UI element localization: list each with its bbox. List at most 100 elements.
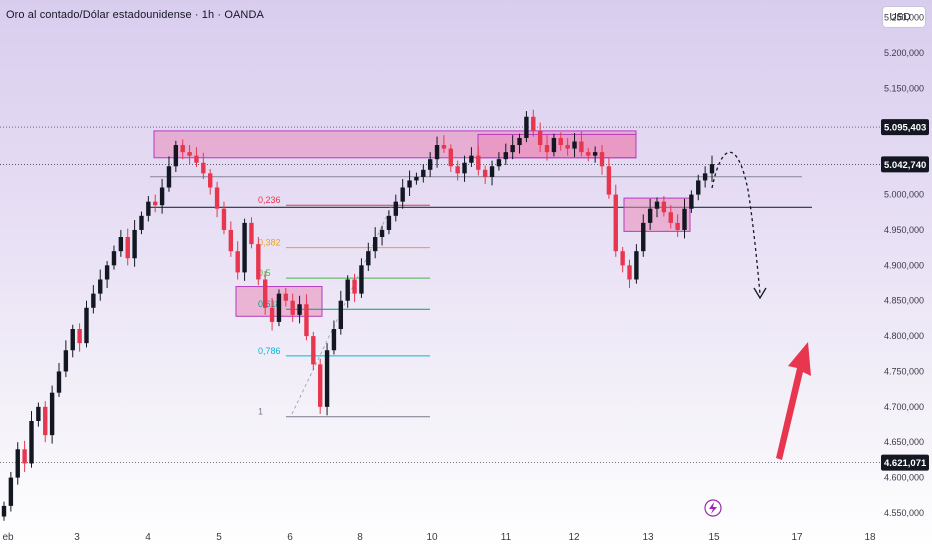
date-tick-label: 10 xyxy=(426,532,438,543)
date-tick-label: eb xyxy=(2,532,14,543)
chart-title: Oro al contado/Dólar estadounidense · 1h… xyxy=(6,9,264,21)
projection-arrowhead xyxy=(753,287,767,300)
candle-body xyxy=(641,222,646,252)
price-tick-label: 4.800,000 xyxy=(884,331,924,341)
candle-body xyxy=(359,265,364,294)
grid-layer xyxy=(0,126,880,464)
candle-body xyxy=(242,222,247,273)
candle-body xyxy=(393,201,399,216)
date-tick-label: 15 xyxy=(708,532,720,543)
candle-body xyxy=(317,364,323,407)
candle-body xyxy=(407,180,412,188)
candle-body xyxy=(647,208,653,223)
candle-body xyxy=(221,208,227,230)
candle-body xyxy=(194,155,199,163)
price-tag xyxy=(881,156,929,173)
candle-body xyxy=(324,350,330,407)
candle-body xyxy=(311,336,316,365)
candle-body xyxy=(682,208,687,230)
candle-body xyxy=(338,300,344,330)
candle-body xyxy=(565,145,570,149)
candle-body xyxy=(77,329,82,344)
candle-body xyxy=(187,152,192,156)
candle-body xyxy=(572,141,577,149)
lightning-icon[interactable] xyxy=(704,499,722,517)
candle-body xyxy=(345,279,350,301)
price-tick-label: 5.150,000 xyxy=(884,83,924,93)
date-tick-label: 18 xyxy=(864,532,876,543)
price-tick-label: 4.550,000 xyxy=(884,508,924,518)
candle-body xyxy=(386,215,392,230)
red-up-arrow xyxy=(776,342,811,460)
candle-body xyxy=(627,265,632,280)
candle-body xyxy=(661,201,667,213)
candle-body xyxy=(1,505,7,517)
price-tag xyxy=(881,119,929,136)
candle-body xyxy=(414,176,419,181)
candle-body xyxy=(689,194,694,209)
currency-button[interactable]: USD xyxy=(882,6,926,28)
candle-body xyxy=(304,304,309,337)
price-tag-label: 5.042,740 xyxy=(884,160,926,171)
price-tick-label: 5.000,000 xyxy=(884,190,924,200)
candle-body xyxy=(214,187,220,209)
candle-body xyxy=(606,166,612,195)
candle-body xyxy=(592,152,598,156)
candle-body xyxy=(668,212,673,223)
candle-body xyxy=(366,251,371,266)
candle-body xyxy=(441,145,447,149)
candle-body xyxy=(132,229,137,259)
candles xyxy=(1,109,715,521)
date-tick-label: 5 xyxy=(216,532,222,543)
date-tick-label: 6 xyxy=(287,532,293,543)
price-tick-label: 4.700,000 xyxy=(884,402,924,412)
price-tag-label: 5.095,403 xyxy=(884,123,926,134)
fib-level-label: 0,618 xyxy=(258,299,281,309)
candle-body xyxy=(256,244,261,280)
date-tick-label: 8 xyxy=(357,532,363,543)
candle-body xyxy=(56,371,62,393)
date-tick-label: 12 xyxy=(568,532,580,543)
candle-body xyxy=(482,169,488,177)
axes: 5.250,000 5.200,000 5.150,000 5.000,000 4.95… xyxy=(2,13,929,543)
candle-body xyxy=(180,145,185,153)
candle-body xyxy=(613,194,618,252)
candle-body xyxy=(448,148,453,167)
price-tick-label: 5.200,000 xyxy=(884,48,924,58)
candle-body xyxy=(15,449,20,478)
supply-zone-top-right xyxy=(477,133,637,159)
fib-level-label: 0,236 xyxy=(258,195,281,205)
candle-body xyxy=(517,137,522,146)
candle-body xyxy=(462,162,467,174)
candle-body xyxy=(469,155,474,163)
candle-body xyxy=(104,265,110,280)
candle-body xyxy=(36,406,41,421)
candle-body xyxy=(125,237,130,259)
date-tick-label: 11 xyxy=(501,532,512,543)
candle-body xyxy=(558,137,563,146)
price-tick-label: 4.650,000 xyxy=(884,437,924,447)
candle-body xyxy=(702,173,708,181)
candle-body xyxy=(153,201,158,206)
candle-body xyxy=(503,152,508,160)
price-tick-label: 5.250,000 xyxy=(884,13,924,23)
candle-body xyxy=(49,392,55,436)
candle-body xyxy=(139,215,144,230)
candle-body xyxy=(434,145,440,160)
candle-body xyxy=(297,304,302,315)
fib-level-label: 0,382 xyxy=(258,238,281,248)
candle-body xyxy=(146,201,151,216)
candle-body xyxy=(537,130,543,146)
candle-body xyxy=(709,164,715,174)
candle-body xyxy=(379,229,385,238)
price-tick-label: 4.750,000 xyxy=(884,366,924,376)
candle-body xyxy=(579,141,584,153)
candle-body xyxy=(331,329,337,351)
price-tick-label: 4.900,000 xyxy=(884,260,924,270)
candle-body xyxy=(111,251,117,266)
candle-body xyxy=(29,420,34,464)
candle-body xyxy=(455,166,460,174)
candle-body xyxy=(510,145,515,153)
annotations xyxy=(704,151,811,517)
